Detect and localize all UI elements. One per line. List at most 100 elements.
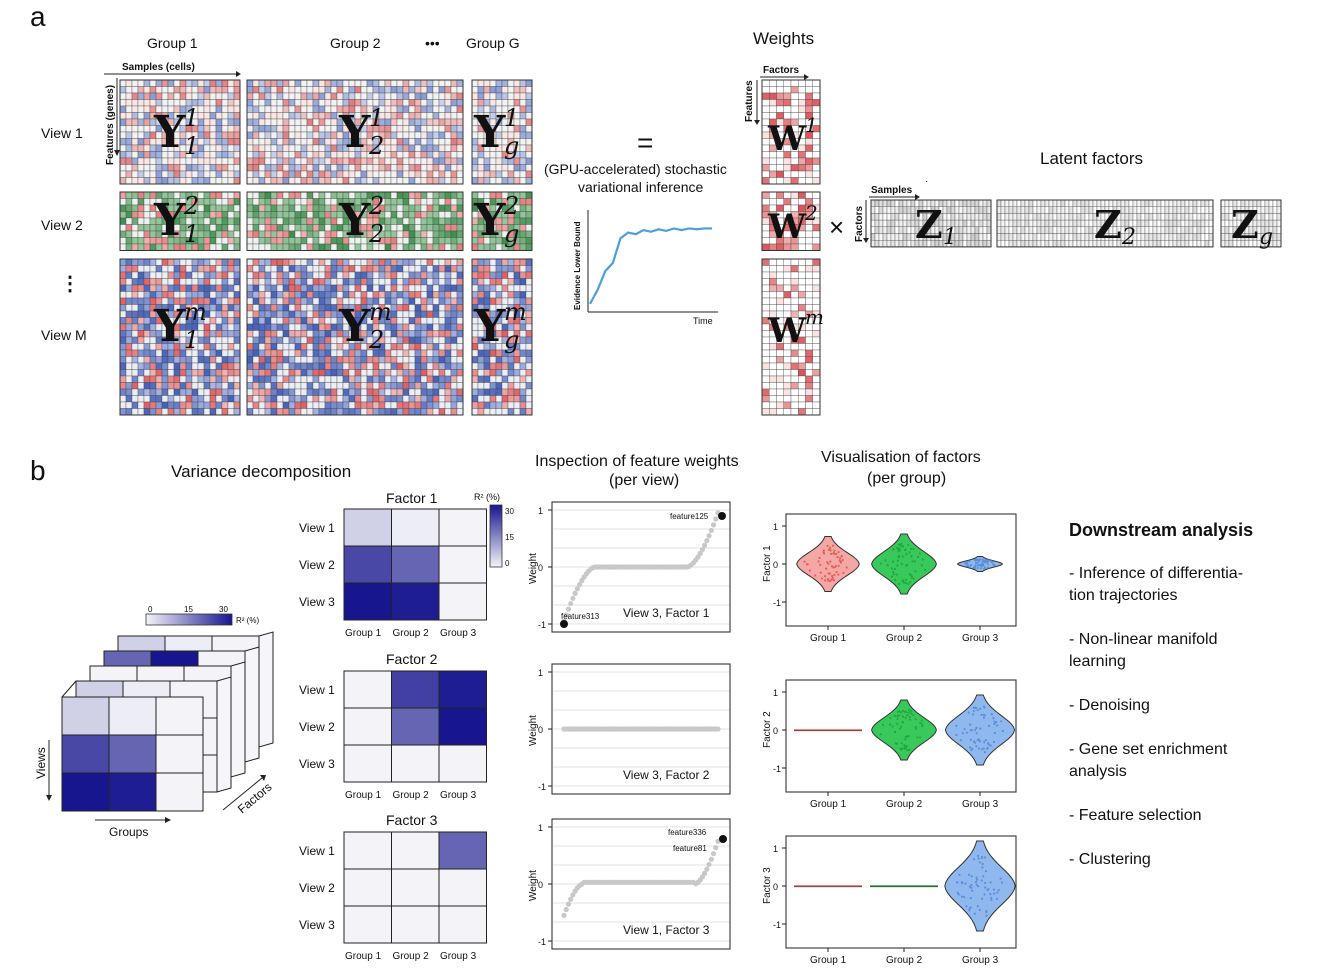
samples-cells-label: Samples (cells) — [122, 62, 195, 73]
data-matrix-v1-g2 — [246, 79, 464, 185]
data-matrix-v3-g1 — [119, 258, 241, 416]
violin-point — [975, 745, 978, 748]
violin-point — [884, 559, 887, 562]
violin-point — [975, 876, 978, 879]
violin-point — [984, 870, 987, 873]
violin-point — [981, 558, 984, 561]
w-label-sup-3: m — [805, 305, 824, 329]
factor-ytick: -1 — [773, 920, 781, 930]
violin-point — [823, 579, 827, 582]
violin-point — [901, 555, 904, 558]
factor-plot-frame — [785, 835, 1017, 949]
violin-point — [920, 564, 923, 567]
violin-point — [983, 561, 987, 564]
violin-point — [833, 573, 836, 576]
violin-point — [969, 738, 972, 741]
heat-cell — [343, 831, 392, 870]
violin-point — [983, 750, 987, 754]
violin-point — [919, 736, 922, 739]
violin-point — [904, 581, 907, 585]
weight-plot-caption: View 3, Factor 1 — [623, 606, 710, 620]
violin-point — [896, 717, 899, 720]
features-arrowhead — [114, 150, 120, 156]
heatmap-factor-2: Factor 2 View 1 View 2 View 3 Group 1 Group 2… — [299, 651, 487, 801]
elbo-ylabel: Evidence Lower Bound — [573, 221, 582, 310]
heat-col-label: Group 2 — [393, 790, 430, 801]
heat-cell — [343, 582, 392, 621]
latent-factors-title: Latent factors — [1040, 149, 1143, 168]
downstream-title: Downstream analysis — [1069, 520, 1253, 540]
violin-point — [879, 562, 882, 565]
y-label-v2-g2-sub: 2 — [368, 220, 384, 248]
heat-cell — [438, 905, 487, 944]
violin-point — [914, 718, 917, 721]
violin-point — [898, 554, 901, 558]
y-label-v2-g1: Y21 — [153, 192, 199, 248]
violin-point — [896, 559, 900, 562]
violin-point — [978, 908, 981, 911]
variance-title: Variance decomposition — [171, 462, 351, 481]
y-label-v2-g1-sub: 1 — [184, 220, 199, 248]
y-label-v3-g2-sub: 2 — [368, 326, 384, 354]
violin-point — [968, 909, 971, 912]
cube-scale-tick-2: 30 — [219, 605, 228, 614]
downstream-item-2: learning — [1069, 653, 1126, 670]
violin-point — [977, 560, 980, 563]
heat-cell — [438, 545, 487, 584]
w-label-sup-2: 2 — [804, 201, 818, 225]
violin-point — [979, 567, 983, 570]
weight-ytick: 0 — [538, 880, 543, 890]
violin-point — [961, 732, 964, 735]
latent-factors-arrowhead — [863, 238, 869, 243]
violin-point — [832, 551, 835, 555]
y-label-v3-g3-sup: m — [504, 298, 527, 326]
view-label-2: View 2 — [41, 217, 83, 233]
violin-point — [905, 745, 908, 748]
weight-point — [704, 538, 710, 544]
violin-point — [910, 712, 913, 715]
violin-point — [982, 563, 985, 567]
violin-point — [911, 560, 914, 563]
downstream-item-4: analysis — [1069, 763, 1127, 780]
violin-point — [921, 723, 924, 726]
violin-point — [964, 882, 967, 885]
violin-point — [908, 551, 911, 554]
violin-point — [974, 706, 977, 709]
times-sign: × — [829, 212, 844, 242]
violin-point — [904, 747, 907, 750]
violin-point — [918, 552, 922, 555]
heat-col-label: Group 3 — [440, 790, 477, 801]
violin-point — [898, 543, 901, 546]
latent-samples-label: Samples — [871, 185, 913, 196]
violin-point — [912, 547, 915, 551]
violin-point — [889, 716, 892, 720]
data-matrix-v2-g3 — [471, 191, 533, 251]
violin-point — [982, 875, 985, 878]
weight-point — [568, 600, 574, 607]
violin-point — [901, 545, 905, 548]
heat-cell — [438, 868, 487, 907]
latent-samples-arrowhead — [915, 194, 920, 200]
w-label-sup-1: 1 — [805, 113, 818, 137]
weights-factors-arrowhead — [804, 74, 809, 80]
heat-cell — [391, 670, 440, 709]
weight-ytick: 0 — [538, 725, 543, 735]
cube-scale-tick-0: 0 — [148, 605, 153, 614]
violin-point — [898, 547, 901, 550]
violin-point — [977, 747, 981, 750]
violin-point — [842, 571, 845, 574]
violin-point — [912, 713, 915, 717]
violin-point — [985, 909, 988, 913]
violin-point — [898, 582, 901, 586]
heatmap-legend-bar — [489, 504, 503, 568]
violin-point — [829, 546, 832, 549]
violin-point — [892, 570, 895, 574]
heat-cell — [343, 508, 392, 547]
group-label-3: ••• — [425, 35, 440, 51]
factor-group-label: Group 2 — [886, 799, 923, 810]
heat-cell — [343, 905, 392, 944]
violin-point — [955, 724, 958, 727]
factor-ytick: 0 — [773, 882, 778, 892]
weights-features-arrowhead — [754, 120, 760, 125]
